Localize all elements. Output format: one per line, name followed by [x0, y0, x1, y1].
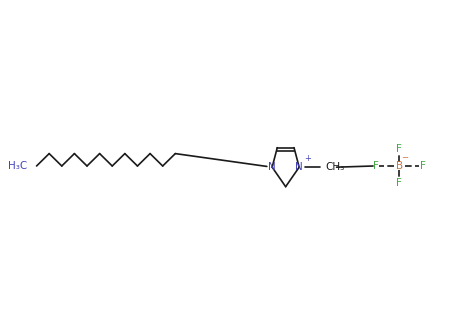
- Text: −: −: [401, 153, 408, 162]
- Text: F: F: [395, 144, 401, 154]
- Text: H₃C: H₃C: [8, 161, 27, 171]
- Text: F: F: [395, 178, 401, 188]
- Text: +: +: [303, 153, 310, 163]
- Text: B: B: [395, 161, 402, 171]
- Text: F: F: [419, 161, 425, 171]
- Text: N: N: [268, 162, 275, 172]
- Text: F: F: [372, 161, 378, 171]
- Text: N: N: [295, 162, 303, 172]
- Text: CH₃: CH₃: [324, 162, 344, 172]
